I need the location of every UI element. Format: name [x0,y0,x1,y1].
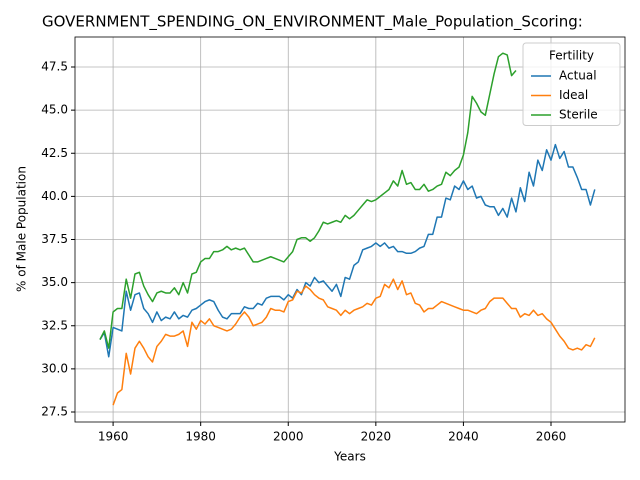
line-series [112,278,596,406]
y-tick-label: 30.0 [41,361,68,375]
legend-label: Actual [559,69,597,83]
y-tick-label: 47.5 [41,60,68,74]
line-series [99,52,517,349]
plot-frame [74,36,626,423]
chart-title: GOVERNMENT_SPENDING_ON_ENVIRONMENT_Male_… [42,13,583,32]
y-tick-label: 42.5 [41,146,68,160]
line-series [99,143,596,358]
y-tick-label: 32.5 [41,318,68,332]
legend-label: Sterile [559,108,598,122]
y-tick-label: 35.0 [41,275,68,289]
x-tick-label: 2020 [361,430,392,444]
y-tick-label: 27.5 [41,404,68,418]
legend-title: Fertility [549,49,594,63]
legend-box [522,42,621,126]
y-axis-label: % of Male Population [15,166,29,292]
x-tick-label: 2000 [273,430,304,444]
y-tick-label: 45.0 [41,103,68,117]
x-axis-label: Years [333,450,366,464]
legend-label: Ideal [559,88,588,102]
x-tick-label: 1980 [185,430,216,444]
y-tick-label: 40.0 [41,189,68,203]
x-tick-label: 2040 [448,430,479,444]
y-tick-label: 37.5 [41,232,68,246]
x-tick-label: 2060 [536,430,567,444]
x-tick-label: 1960 [98,430,129,444]
